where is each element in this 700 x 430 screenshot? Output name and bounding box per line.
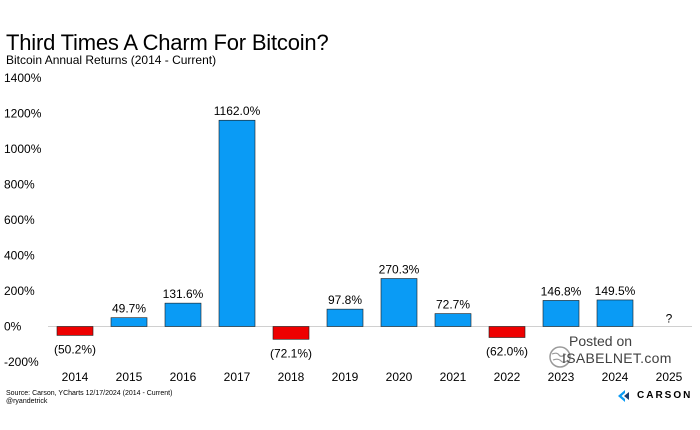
x-tick-label: 2025 [656, 370, 683, 384]
x-tick-label: 2024 [602, 370, 629, 384]
watermark-site: ISABELNET.com [562, 350, 672, 366]
x-tick-label: 2022 [494, 370, 521, 384]
bar-2022 [488, 326, 526, 338]
watermark: Posted on ISABELNET.com [548, 333, 698, 373]
bar-2024 [596, 299, 634, 327]
bar-2023 [542, 300, 580, 327]
y-tick-label: -200% [4, 355, 39, 369]
x-tick-label: 2018 [278, 370, 305, 384]
x-tick-label: 2016 [170, 370, 197, 384]
bar-2017 [218, 119, 256, 327]
y-tick-label: 1200% [4, 107, 42, 121]
y-tick-label: 1400% [4, 71, 42, 85]
brand-name: CARSON [637, 390, 693, 401]
bar-2014 [56, 326, 94, 336]
data-label: 97.8% [328, 293, 362, 307]
data-label: 131.6% [163, 287, 204, 301]
bar-2015 [110, 317, 148, 327]
data-label: 72.7% [436, 298, 470, 312]
data-label: 146.8% [541, 284, 582, 298]
x-tick-label: 2015 [116, 370, 143, 384]
bar-2021 [434, 313, 472, 327]
x-tick-label: 2023 [548, 370, 575, 384]
y-tick-label: 0% [4, 320, 22, 334]
author-handle: @ryandetrick [6, 398, 48, 405]
data-label: 149.5% [595, 284, 636, 298]
x-tick-label: 2017 [224, 370, 251, 384]
bar-2016 [164, 302, 202, 327]
chart-subtitle: Bitcoin Annual Returns (2014 - Current) [6, 53, 217, 67]
carson-logo-icon [618, 390, 629, 402]
data-label: ? [666, 312, 673, 326]
x-tick-label: 2020 [386, 370, 413, 384]
x-tick-label: 2019 [332, 370, 359, 384]
data-label: 1162.0% [214, 104, 261, 118]
x-tick-label: 2014 [62, 370, 89, 384]
bar-2019 [326, 308, 364, 327]
chart-title: Third Times A Charm For Bitcoin? [6, 30, 329, 55]
data-label: (50.2%) [54, 342, 96, 356]
data-label: 270.3% [379, 263, 420, 277]
data-label: (62.0%) [486, 345, 528, 359]
y-tick-label: 800% [4, 178, 35, 192]
y-tick-label: 200% [4, 284, 35, 298]
globe-icon [549, 346, 571, 368]
y-tick-label: 600% [4, 213, 35, 227]
data-label: 49.7% [112, 302, 146, 316]
x-tick-label: 2021 [440, 370, 467, 384]
watermark-posted: Posted on [569, 333, 633, 349]
bar-2020 [380, 278, 418, 327]
bar-2018 [272, 326, 310, 340]
data-label: (72.1%) [270, 346, 312, 360]
y-tick-label: 400% [4, 249, 35, 263]
source-note: Source: Carson, YCharts 12/17/2024 (2014… [6, 390, 173, 397]
y-tick-label: 1000% [4, 142, 42, 156]
